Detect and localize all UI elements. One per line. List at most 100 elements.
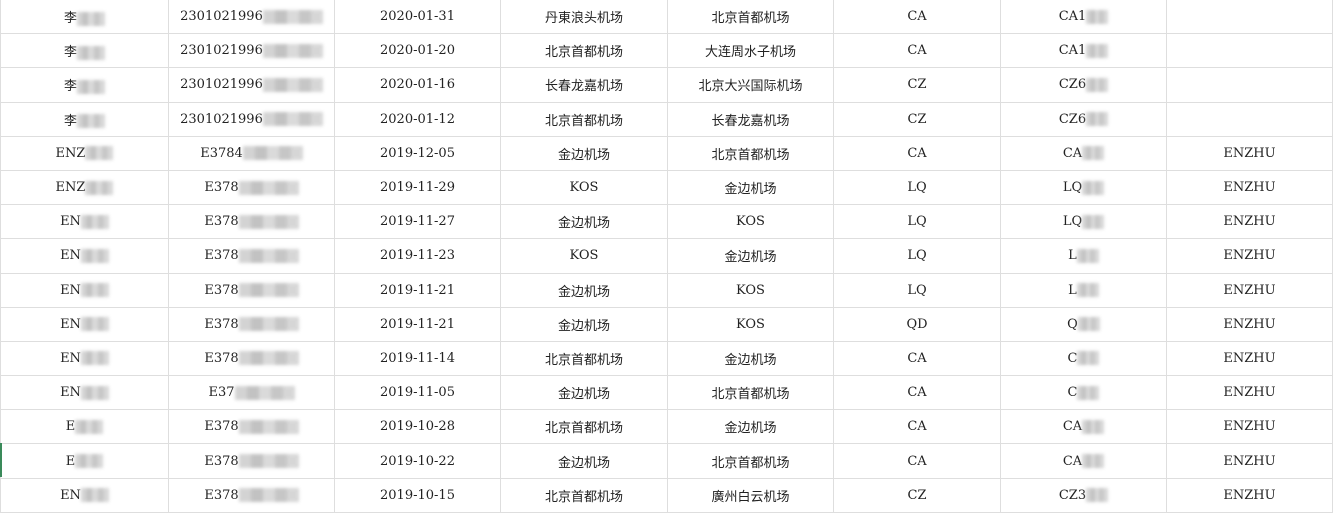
- airline-cell[interactable]: CZ: [833, 101, 1001, 137]
- id-number-cell[interactable]: 2301021996: [168, 0, 335, 35]
- date-cell[interactable]: 2019-11-21: [334, 272, 501, 308]
- name-cell[interactable]: 李: [0, 33, 169, 69]
- name-cell[interactable]: EN: [0, 477, 169, 513]
- airline-cell[interactable]: LQ: [833, 238, 1001, 274]
- flight-number-cell[interactable]: C: [1000, 340, 1167, 377]
- airline-cell[interactable]: CA: [833, 340, 1001, 377]
- departure-airport-cell[interactable]: 北京首都机场: [500, 340, 668, 377]
- departure-airport-cell[interactable]: 北京首都机场: [500, 33, 668, 69]
- flight-number-cell[interactable]: CZ6: [1000, 101, 1167, 137]
- flight-number-cell[interactable]: LQ: [1000, 204, 1167, 240]
- id-number-cell[interactable]: 2301021996: [168, 67, 335, 103]
- departure-airport-cell[interactable]: 长春龙嘉机场: [500, 67, 668, 103]
- arrival-airport-cell[interactable]: KOS: [667, 306, 834, 342]
- passenger-cell[interactable]: ENZHU: [1166, 272, 1333, 308]
- passenger-cell[interactable]: ENZHU: [1166, 477, 1333, 513]
- flight-number-cell[interactable]: Q: [1000, 306, 1167, 342]
- departure-airport-cell[interactable]: KOS: [500, 169, 668, 206]
- date-cell[interactable]: 2019-10-15: [334, 477, 501, 513]
- departure-airport-cell[interactable]: 北京首都机场: [500, 477, 668, 513]
- name-cell[interactable]: EN: [0, 238, 169, 274]
- name-cell[interactable]: EN: [0, 204, 169, 240]
- airline-cell[interactable]: LQ: [833, 169, 1001, 206]
- date-cell[interactable]: 2019-11-23: [334, 238, 501, 274]
- passenger-cell[interactable]: ENZHU: [1166, 306, 1333, 342]
- airline-cell[interactable]: LQ: [833, 272, 1001, 308]
- arrival-airport-cell[interactable]: 金边机场: [667, 409, 834, 445]
- flight-number-cell[interactable]: CA1: [1000, 0, 1167, 35]
- departure-airport-cell[interactable]: 金边机场: [500, 272, 668, 308]
- date-cell[interactable]: 2019-11-21: [334, 306, 501, 342]
- passenger-cell[interactable]: ENZHU: [1166, 238, 1333, 274]
- date-cell[interactable]: 2019-12-05: [334, 135, 501, 171]
- airline-cell[interactable]: CZ: [833, 67, 1001, 103]
- arrival-airport-cell[interactable]: 北京首都机场: [667, 135, 834, 171]
- flight-number-cell[interactable]: CA: [1000, 409, 1167, 445]
- date-cell[interactable]: 2019-10-28: [334, 409, 501, 445]
- id-number-cell[interactable]: E378: [168, 238, 335, 274]
- flight-number-cell[interactable]: CZ3: [1000, 477, 1167, 513]
- passenger-cell[interactable]: [1166, 0, 1333, 35]
- date-cell[interactable]: 2019-11-29: [334, 169, 501, 206]
- arrival-airport-cell[interactable]: 北京首都机场: [667, 0, 834, 35]
- id-number-cell[interactable]: E378: [168, 306, 335, 342]
- date-cell[interactable]: 2020-01-20: [334, 33, 501, 69]
- name-cell[interactable]: EN: [0, 272, 169, 308]
- id-number-cell[interactable]: 2301021996: [168, 33, 335, 69]
- departure-airport-cell[interactable]: 金边机场: [500, 204, 668, 240]
- airline-cell[interactable]: CZ: [833, 477, 1001, 513]
- date-cell[interactable]: 2019-11-14: [334, 340, 501, 377]
- flight-number-cell[interactable]: L: [1000, 238, 1167, 274]
- departure-airport-cell[interactable]: 北京首都机场: [500, 101, 668, 137]
- airline-cell[interactable]: CA: [833, 375, 1001, 411]
- passenger-cell[interactable]: ENZHU: [1166, 169, 1333, 206]
- arrival-airport-cell[interactable]: 北京大兴国际机场: [667, 67, 834, 103]
- departure-airport-cell[interactable]: 北京首都机场: [500, 409, 668, 445]
- name-cell[interactable]: EN: [0, 340, 169, 377]
- departure-airport-cell[interactable]: 金边机场: [500, 443, 668, 479]
- passenger-cell[interactable]: [1166, 33, 1333, 69]
- passenger-cell[interactable]: [1166, 101, 1333, 137]
- departure-airport-cell[interactable]: 金边机场: [500, 135, 668, 171]
- id-number-cell[interactable]: E3784: [168, 135, 335, 171]
- flight-number-cell[interactable]: CZ6: [1000, 67, 1167, 103]
- passenger-cell[interactable]: [1166, 67, 1333, 103]
- passenger-cell[interactable]: ENZHU: [1166, 443, 1333, 479]
- passenger-cell[interactable]: ENZHU: [1166, 375, 1333, 411]
- id-number-cell[interactable]: E378: [168, 272, 335, 308]
- id-number-cell[interactable]: E378: [168, 409, 335, 445]
- name-cell[interactable]: EN: [0, 375, 169, 411]
- name-cell[interactable]: 李: [0, 101, 169, 137]
- arrival-airport-cell[interactable]: 长春龙嘉机场: [667, 101, 834, 137]
- id-number-cell[interactable]: E378: [168, 340, 335, 377]
- id-number-cell[interactable]: E378: [168, 477, 335, 513]
- airline-cell[interactable]: CA: [833, 409, 1001, 445]
- departure-airport-cell[interactable]: 金边机场: [500, 375, 668, 411]
- name-cell[interactable]: E: [0, 443, 169, 479]
- name-cell[interactable]: E: [0, 409, 169, 445]
- arrival-airport-cell[interactable]: 北京首都机场: [667, 375, 834, 411]
- name-cell[interactable]: 李: [0, 0, 169, 35]
- airline-cell[interactable]: CA: [833, 135, 1001, 171]
- arrival-airport-cell[interactable]: 金边机场: [667, 238, 834, 274]
- id-number-cell[interactable]: E378: [168, 204, 335, 240]
- arrival-airport-cell[interactable]: 金边机场: [667, 169, 834, 206]
- date-cell[interactable]: 2020-01-12: [334, 101, 501, 137]
- id-number-cell[interactable]: E37: [168, 375, 335, 411]
- flight-number-cell[interactable]: CA: [1000, 135, 1167, 171]
- arrival-airport-cell[interactable]: 金边机场: [667, 340, 834, 377]
- flight-number-cell[interactable]: LQ: [1000, 169, 1167, 206]
- airline-cell[interactable]: CA: [833, 0, 1001, 35]
- passenger-cell[interactable]: ENZHU: [1166, 409, 1333, 445]
- passenger-cell[interactable]: ENZHU: [1166, 204, 1333, 240]
- name-cell[interactable]: 李: [0, 67, 169, 103]
- flight-number-cell[interactable]: CA: [1000, 443, 1167, 479]
- arrival-airport-cell[interactable]: KOS: [667, 204, 834, 240]
- departure-airport-cell[interactable]: 金边机场: [500, 306, 668, 342]
- date-cell[interactable]: 2020-01-31: [334, 0, 501, 35]
- passenger-cell[interactable]: ENZHU: [1166, 340, 1333, 377]
- flight-number-cell[interactable]: CA1: [1000, 33, 1167, 69]
- airline-cell[interactable]: CA: [833, 33, 1001, 69]
- date-cell[interactable]: 2020-01-16: [334, 67, 501, 103]
- airline-cell[interactable]: LQ: [833, 204, 1001, 240]
